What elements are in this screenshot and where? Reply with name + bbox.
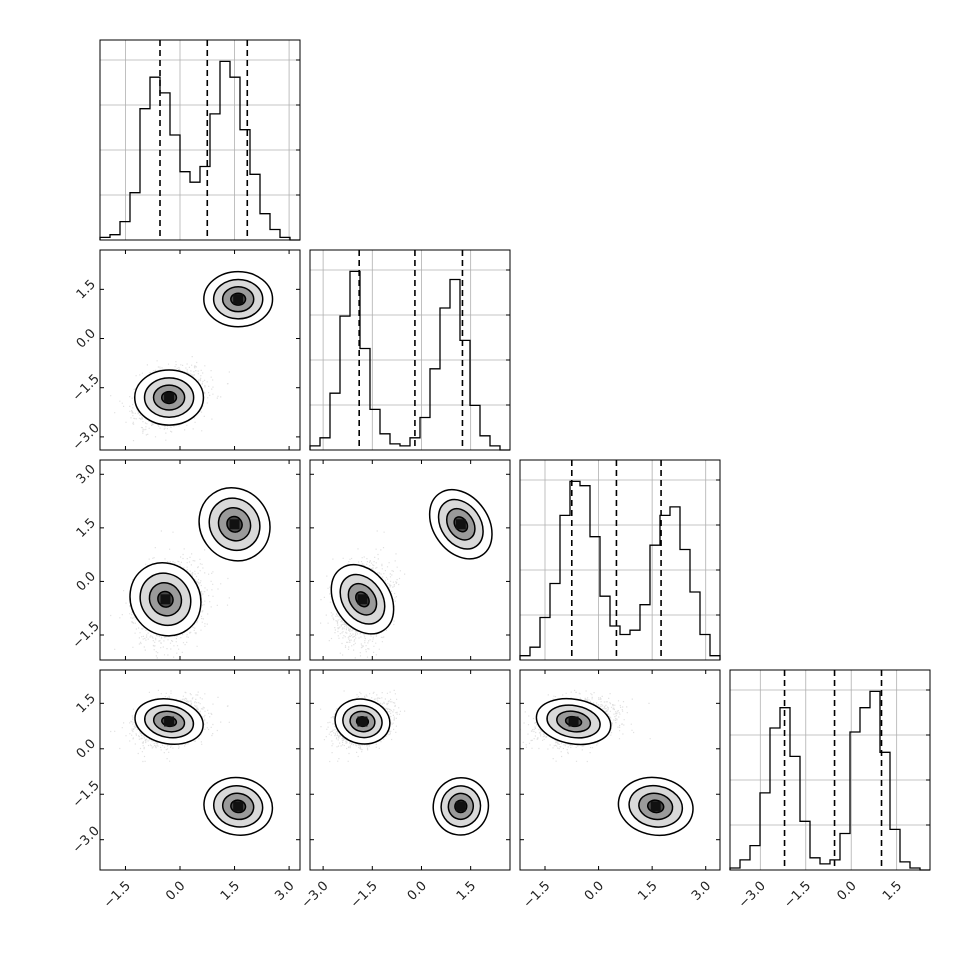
panel-content xyxy=(110,270,274,442)
x-tick-label: 0.0 xyxy=(834,879,859,904)
panel-frame xyxy=(309,459,511,661)
panel-frame xyxy=(729,669,931,871)
histogram-step xyxy=(519,480,721,660)
panel-frame xyxy=(99,39,301,241)
x-tick-label: −1.5 xyxy=(101,879,134,912)
y-tick-label: −1.5 xyxy=(70,778,103,811)
x-tick-label: 1.5 xyxy=(880,879,905,904)
density-peak xyxy=(233,801,244,812)
panel-frame xyxy=(99,459,301,661)
density-peak xyxy=(160,594,171,605)
y-tick-label: −3.0 xyxy=(70,824,103,857)
x-tick-label: 0.0 xyxy=(163,879,188,904)
panel-content xyxy=(110,487,271,659)
panel-frame xyxy=(309,669,511,871)
y-tick-label: 0.0 xyxy=(74,737,99,762)
y-tick-label: 1.5 xyxy=(74,691,99,716)
histogram-step xyxy=(309,270,510,451)
histogram-step xyxy=(99,60,300,241)
y-tick-label: −1.5 xyxy=(70,372,103,405)
hist-panel-4 xyxy=(729,669,931,871)
x-tick-label: −1.5 xyxy=(781,879,814,912)
density-peak xyxy=(357,594,368,605)
density-peak xyxy=(357,716,368,727)
density-peak xyxy=(164,716,175,727)
scatter-panel-1-4 xyxy=(99,669,301,871)
x-tick-label: −1.5 xyxy=(521,879,554,912)
hist-panel-3 xyxy=(519,459,721,661)
x-tick-label: 1.5 xyxy=(454,879,479,904)
x-tick-label: 3.0 xyxy=(272,879,297,904)
panel-content xyxy=(320,689,490,836)
scatter-panel-1-3 xyxy=(99,459,301,661)
density-peak xyxy=(455,801,466,812)
histogram-step xyxy=(729,690,930,871)
x-tick-label: −3.0 xyxy=(736,879,769,912)
density-peak xyxy=(233,294,244,305)
panel-frame xyxy=(309,249,511,451)
scatter-panel-2-3 xyxy=(309,459,511,661)
density-peak xyxy=(650,801,661,812)
x-tick-label: 0.0 xyxy=(582,879,607,904)
x-tick-label: 3.0 xyxy=(689,879,714,904)
panel-frame xyxy=(519,459,721,661)
y-tick-label: 1.5 xyxy=(74,516,99,541)
scatter-panel-3-4 xyxy=(519,669,721,871)
scatter-panel-2-4 xyxy=(309,669,511,871)
density-peak xyxy=(455,519,466,530)
y-tick-label: 1.5 xyxy=(74,277,99,302)
x-tick-label: 0.0 xyxy=(405,879,430,904)
hist-panel-2 xyxy=(309,249,511,451)
panel-content xyxy=(110,689,274,836)
panel-frame xyxy=(519,669,721,871)
x-tick-label: −1.5 xyxy=(348,879,381,912)
panel-content xyxy=(320,488,493,659)
panel-frame xyxy=(99,249,301,451)
panel-content xyxy=(520,689,694,837)
y-tick-label: 0.0 xyxy=(74,569,99,594)
scatter-panel-1-2 xyxy=(99,249,301,451)
y-tick-label: −3.0 xyxy=(70,421,103,454)
x-tick-label: 1.5 xyxy=(635,879,660,904)
density-peak xyxy=(568,716,579,727)
y-tick-label: 0.0 xyxy=(74,326,99,351)
x-tick-label: 1.5 xyxy=(218,879,243,904)
density-peak xyxy=(229,519,240,530)
x-tick-label: −3.0 xyxy=(299,879,332,912)
y-tick-label: −1.5 xyxy=(70,619,103,652)
hist-panel-1 xyxy=(99,39,301,241)
y-tick-label: 3.0 xyxy=(74,462,99,487)
panel-frame xyxy=(99,669,301,871)
density-peak xyxy=(164,392,175,403)
